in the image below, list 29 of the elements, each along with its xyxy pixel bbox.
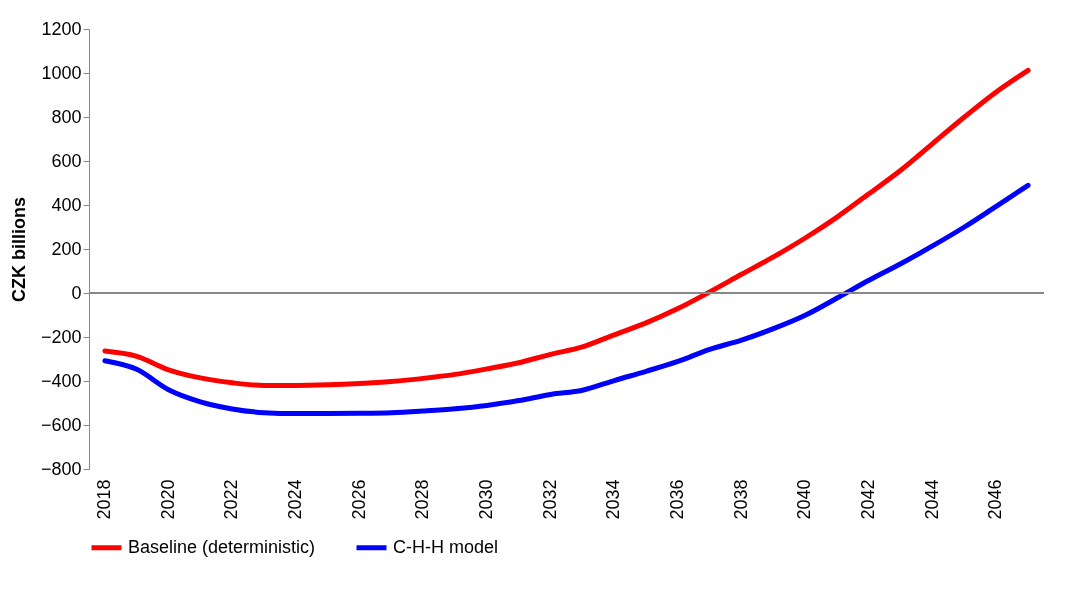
x-tick-label: 2044 [921,479,942,520]
x-tick-label: 2034 [603,479,624,520]
y-tick-label: −200 [40,326,82,347]
x-tick-label: 2040 [794,479,815,520]
x-tick-label: 2030 [475,479,496,520]
y-tick-label: 1200 [41,18,82,39]
x-tick-label: 2032 [539,479,560,520]
x-tick-label: 2022 [221,479,242,520]
x-tick-label: 2046 [985,479,1006,520]
x-tick-label: 2028 [412,479,433,520]
y-tick-label: 1000 [41,62,82,83]
y-tick-label: −600 [40,414,82,435]
x-tick-label: 2026 [348,479,369,520]
y-tick-label: 400 [51,194,82,215]
x-tick-label: 2038 [730,479,751,520]
x-tick-label: 2042 [857,479,878,520]
x-tick-label: 2036 [666,479,687,520]
x-tick-label: 2020 [157,479,178,520]
y-axis-title: CZK billions [8,197,29,302]
legend-label: C-H-H model [393,536,499,557]
y-tick-label: −800 [40,458,82,479]
x-tick-label: 2024 [284,479,305,520]
y-tick-label: 800 [51,106,82,127]
y-tick-label: 0 [71,282,82,303]
y-tick-label: 200 [51,238,82,259]
y-tick-label: −400 [40,370,82,391]
x-tick-label: 2018 [93,479,114,520]
legend-label: Baseline (deterministic) [128,536,316,557]
y-tick-label: 600 [51,150,82,171]
